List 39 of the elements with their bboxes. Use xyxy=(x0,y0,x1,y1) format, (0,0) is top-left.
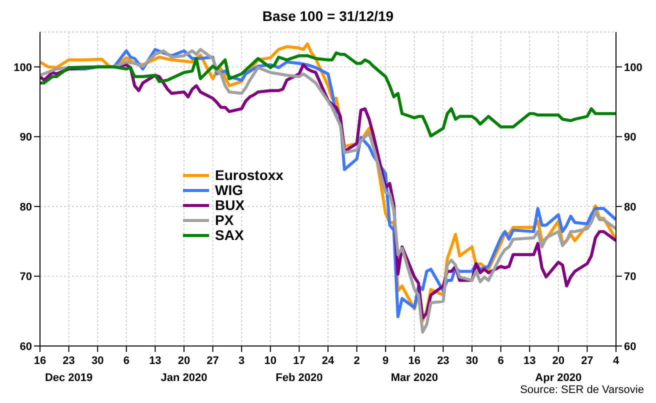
line-series xyxy=(40,51,616,138)
x-tick-label: 23 xyxy=(437,355,450,367)
x-tick-label: 17 Feb 2020 xyxy=(276,355,323,384)
legend-label: PX xyxy=(215,212,234,228)
y-tick-label: 70 xyxy=(20,271,32,284)
y2-tick-label: 60 xyxy=(624,340,636,353)
legend-label: Eurostoxx xyxy=(215,167,284,183)
x-tick-label: 6 xyxy=(498,355,504,367)
x-tick-label: 16 Mar 2020 xyxy=(390,355,438,384)
x-tick-label: 27 xyxy=(581,355,594,367)
x-tick-label: 13 xyxy=(149,355,162,367)
x-tick-label: 20 Apr 2020 xyxy=(535,355,582,384)
y2-tick-label: 100 xyxy=(624,62,642,74)
y2-tick-label: 80 xyxy=(624,201,636,214)
y-tick-label: 80 xyxy=(20,201,32,214)
legend-label: SAX xyxy=(215,227,244,243)
x-tick-label: 23 Dec 2019 xyxy=(44,355,93,384)
y-tick-label: 100 xyxy=(14,62,32,74)
x-tick-label: 13 xyxy=(523,355,536,367)
x-tick-label: 30 xyxy=(466,355,478,367)
y2-tick-label: 90 xyxy=(624,132,636,144)
legend-label: BUX xyxy=(215,197,245,213)
source-note: Source: SER de Varsovie xyxy=(519,384,645,396)
legend-label: WIG xyxy=(215,182,243,198)
x-tick-label: 20 Jan 2020 xyxy=(160,355,208,384)
y2-tick-label: 70 xyxy=(624,271,636,284)
x-tick-label: 16 xyxy=(34,355,46,367)
y-tick-label: 60 xyxy=(20,340,32,353)
x-tick-label: 2 xyxy=(354,355,360,367)
x-tick-label: 27 xyxy=(206,355,219,367)
x-tick-label: 30 xyxy=(91,355,104,367)
x-tick-label: 24 xyxy=(322,355,335,367)
x-tick-label: 4 xyxy=(612,355,620,367)
x-tick-label: 3 xyxy=(238,355,245,367)
x-tick-label: 10 xyxy=(264,355,277,367)
x-tick-label: 6 xyxy=(123,355,130,367)
chart-title: Base 100 = 31/12/19 xyxy=(261,8,395,26)
y-tick-label: 90 xyxy=(20,132,32,144)
x-tick-label: 9 xyxy=(382,355,389,367)
